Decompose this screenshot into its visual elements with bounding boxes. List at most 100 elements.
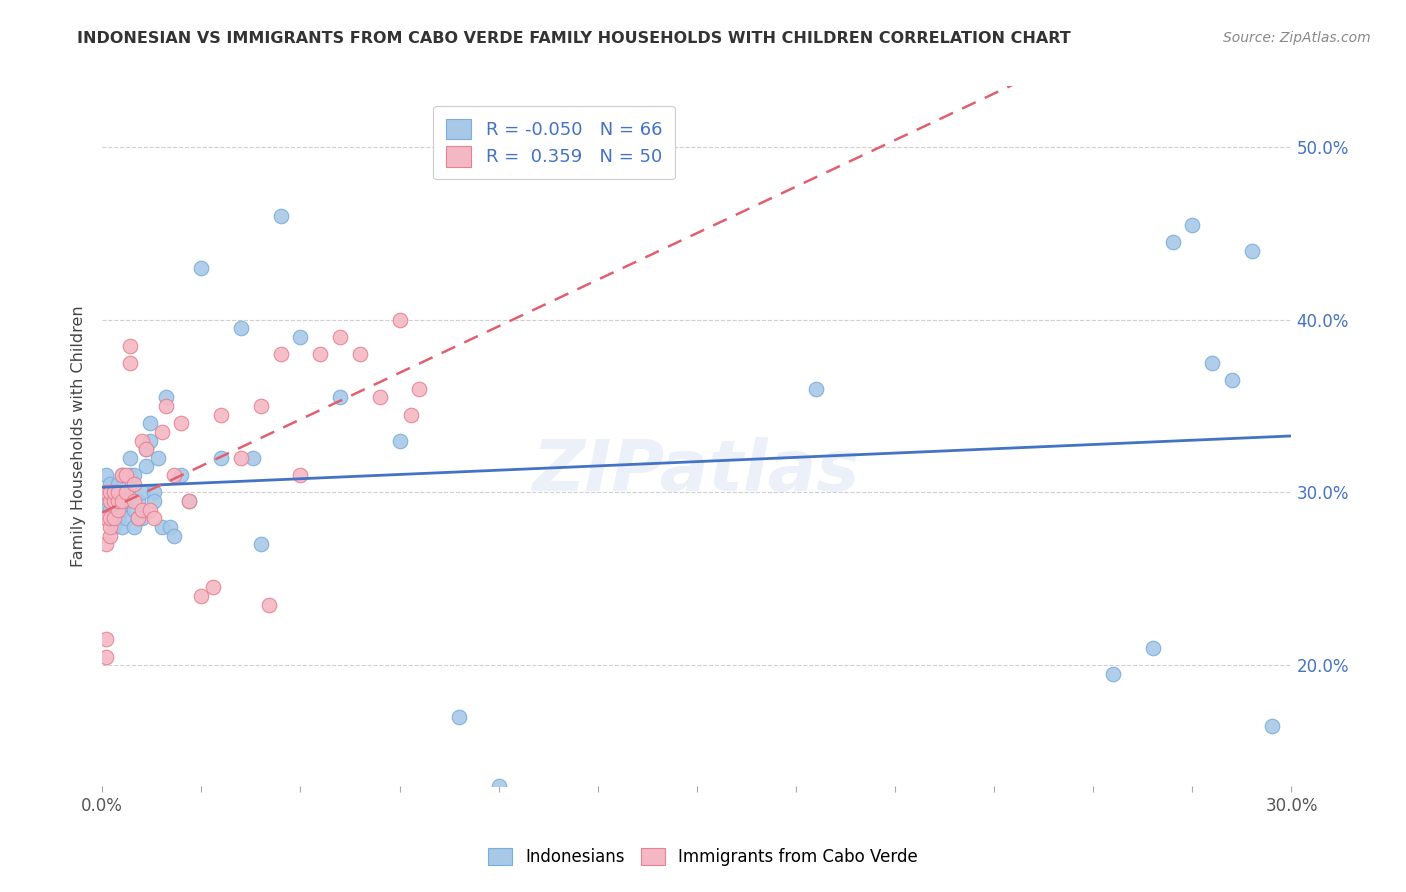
Point xyxy=(115,485,138,500)
Point xyxy=(162,468,184,483)
Point xyxy=(804,382,827,396)
Point xyxy=(142,494,165,508)
Point xyxy=(257,598,280,612)
Point xyxy=(329,390,352,404)
Point xyxy=(229,321,252,335)
Point xyxy=(131,485,153,500)
Point xyxy=(103,520,125,534)
Y-axis label: Family Households with Children: Family Households with Children xyxy=(72,305,86,567)
Point xyxy=(118,356,141,370)
Point xyxy=(170,468,193,483)
Legend: R = -0.050   N = 66, R =  0.359   N = 50: R = -0.050 N = 66, R = 0.359 N = 50 xyxy=(433,106,675,179)
Point xyxy=(96,502,118,516)
Point xyxy=(447,710,470,724)
Point xyxy=(111,520,134,534)
Point xyxy=(115,485,138,500)
Point xyxy=(155,399,177,413)
Point xyxy=(179,494,201,508)
Point xyxy=(96,537,118,551)
Point xyxy=(103,485,125,500)
Point xyxy=(179,494,201,508)
Point xyxy=(1181,218,1204,232)
Point xyxy=(96,511,118,525)
Point xyxy=(98,511,121,525)
Point xyxy=(96,485,118,500)
Point xyxy=(122,494,145,508)
Point xyxy=(135,442,157,457)
Point xyxy=(1201,356,1223,370)
Point xyxy=(159,520,181,534)
Point xyxy=(142,485,165,500)
Point xyxy=(98,502,121,516)
Point xyxy=(98,520,121,534)
Point xyxy=(1102,666,1125,681)
Point xyxy=(118,468,141,483)
Point xyxy=(249,537,271,551)
Point xyxy=(150,520,173,534)
Point xyxy=(127,511,149,525)
Point xyxy=(107,494,129,508)
Point xyxy=(103,494,125,508)
Point xyxy=(131,502,153,516)
Point xyxy=(1142,640,1164,655)
Point xyxy=(309,347,332,361)
Point xyxy=(122,520,145,534)
Point xyxy=(209,408,232,422)
Point xyxy=(111,494,134,508)
Point xyxy=(139,417,162,431)
Point xyxy=(96,485,118,500)
Point xyxy=(122,502,145,516)
Point xyxy=(135,442,157,457)
Point xyxy=(103,494,125,508)
Point xyxy=(118,338,141,352)
Point xyxy=(122,468,145,483)
Point xyxy=(98,485,121,500)
Point xyxy=(96,468,118,483)
Point xyxy=(127,511,149,525)
Point xyxy=(98,485,121,500)
Point xyxy=(388,312,411,326)
Point xyxy=(290,330,312,344)
Point xyxy=(242,450,264,465)
Text: ZIPatlas: ZIPatlas xyxy=(533,437,860,506)
Point xyxy=(401,408,423,422)
Text: INDONESIAN VS IMMIGRANTS FROM CABO VERDE FAMILY HOUSEHOLDS WITH CHILDREN CORRELA: INDONESIAN VS IMMIGRANTS FROM CABO VERDE… xyxy=(77,31,1071,46)
Point xyxy=(96,649,118,664)
Point xyxy=(388,434,411,448)
Point xyxy=(139,502,162,516)
Point xyxy=(96,494,118,508)
Point xyxy=(1220,373,1243,387)
Point xyxy=(115,468,138,483)
Point xyxy=(96,632,118,647)
Point xyxy=(270,347,292,361)
Point xyxy=(98,511,121,525)
Point xyxy=(118,494,141,508)
Point xyxy=(103,502,125,516)
Point xyxy=(329,330,352,344)
Point xyxy=(111,502,134,516)
Point xyxy=(103,511,125,525)
Point xyxy=(1260,719,1282,733)
Point xyxy=(107,502,129,516)
Point xyxy=(98,494,121,508)
Point xyxy=(115,494,138,508)
Point xyxy=(107,511,129,525)
Legend: Indonesians, Immigrants from Cabo Verde: Indonesians, Immigrants from Cabo Verde xyxy=(482,841,924,873)
Point xyxy=(118,450,141,465)
Point xyxy=(127,494,149,508)
Point xyxy=(229,450,252,465)
Point xyxy=(111,468,134,483)
Point xyxy=(202,581,225,595)
Point xyxy=(290,468,312,483)
Point xyxy=(111,468,134,483)
Point xyxy=(142,511,165,525)
Point xyxy=(135,459,157,474)
Text: Source: ZipAtlas.com: Source: ZipAtlas.com xyxy=(1223,31,1371,45)
Point xyxy=(190,589,212,603)
Point xyxy=(150,425,173,439)
Point xyxy=(349,347,371,361)
Point xyxy=(162,528,184,542)
Point xyxy=(131,434,153,448)
Point xyxy=(139,434,162,448)
Point xyxy=(170,417,193,431)
